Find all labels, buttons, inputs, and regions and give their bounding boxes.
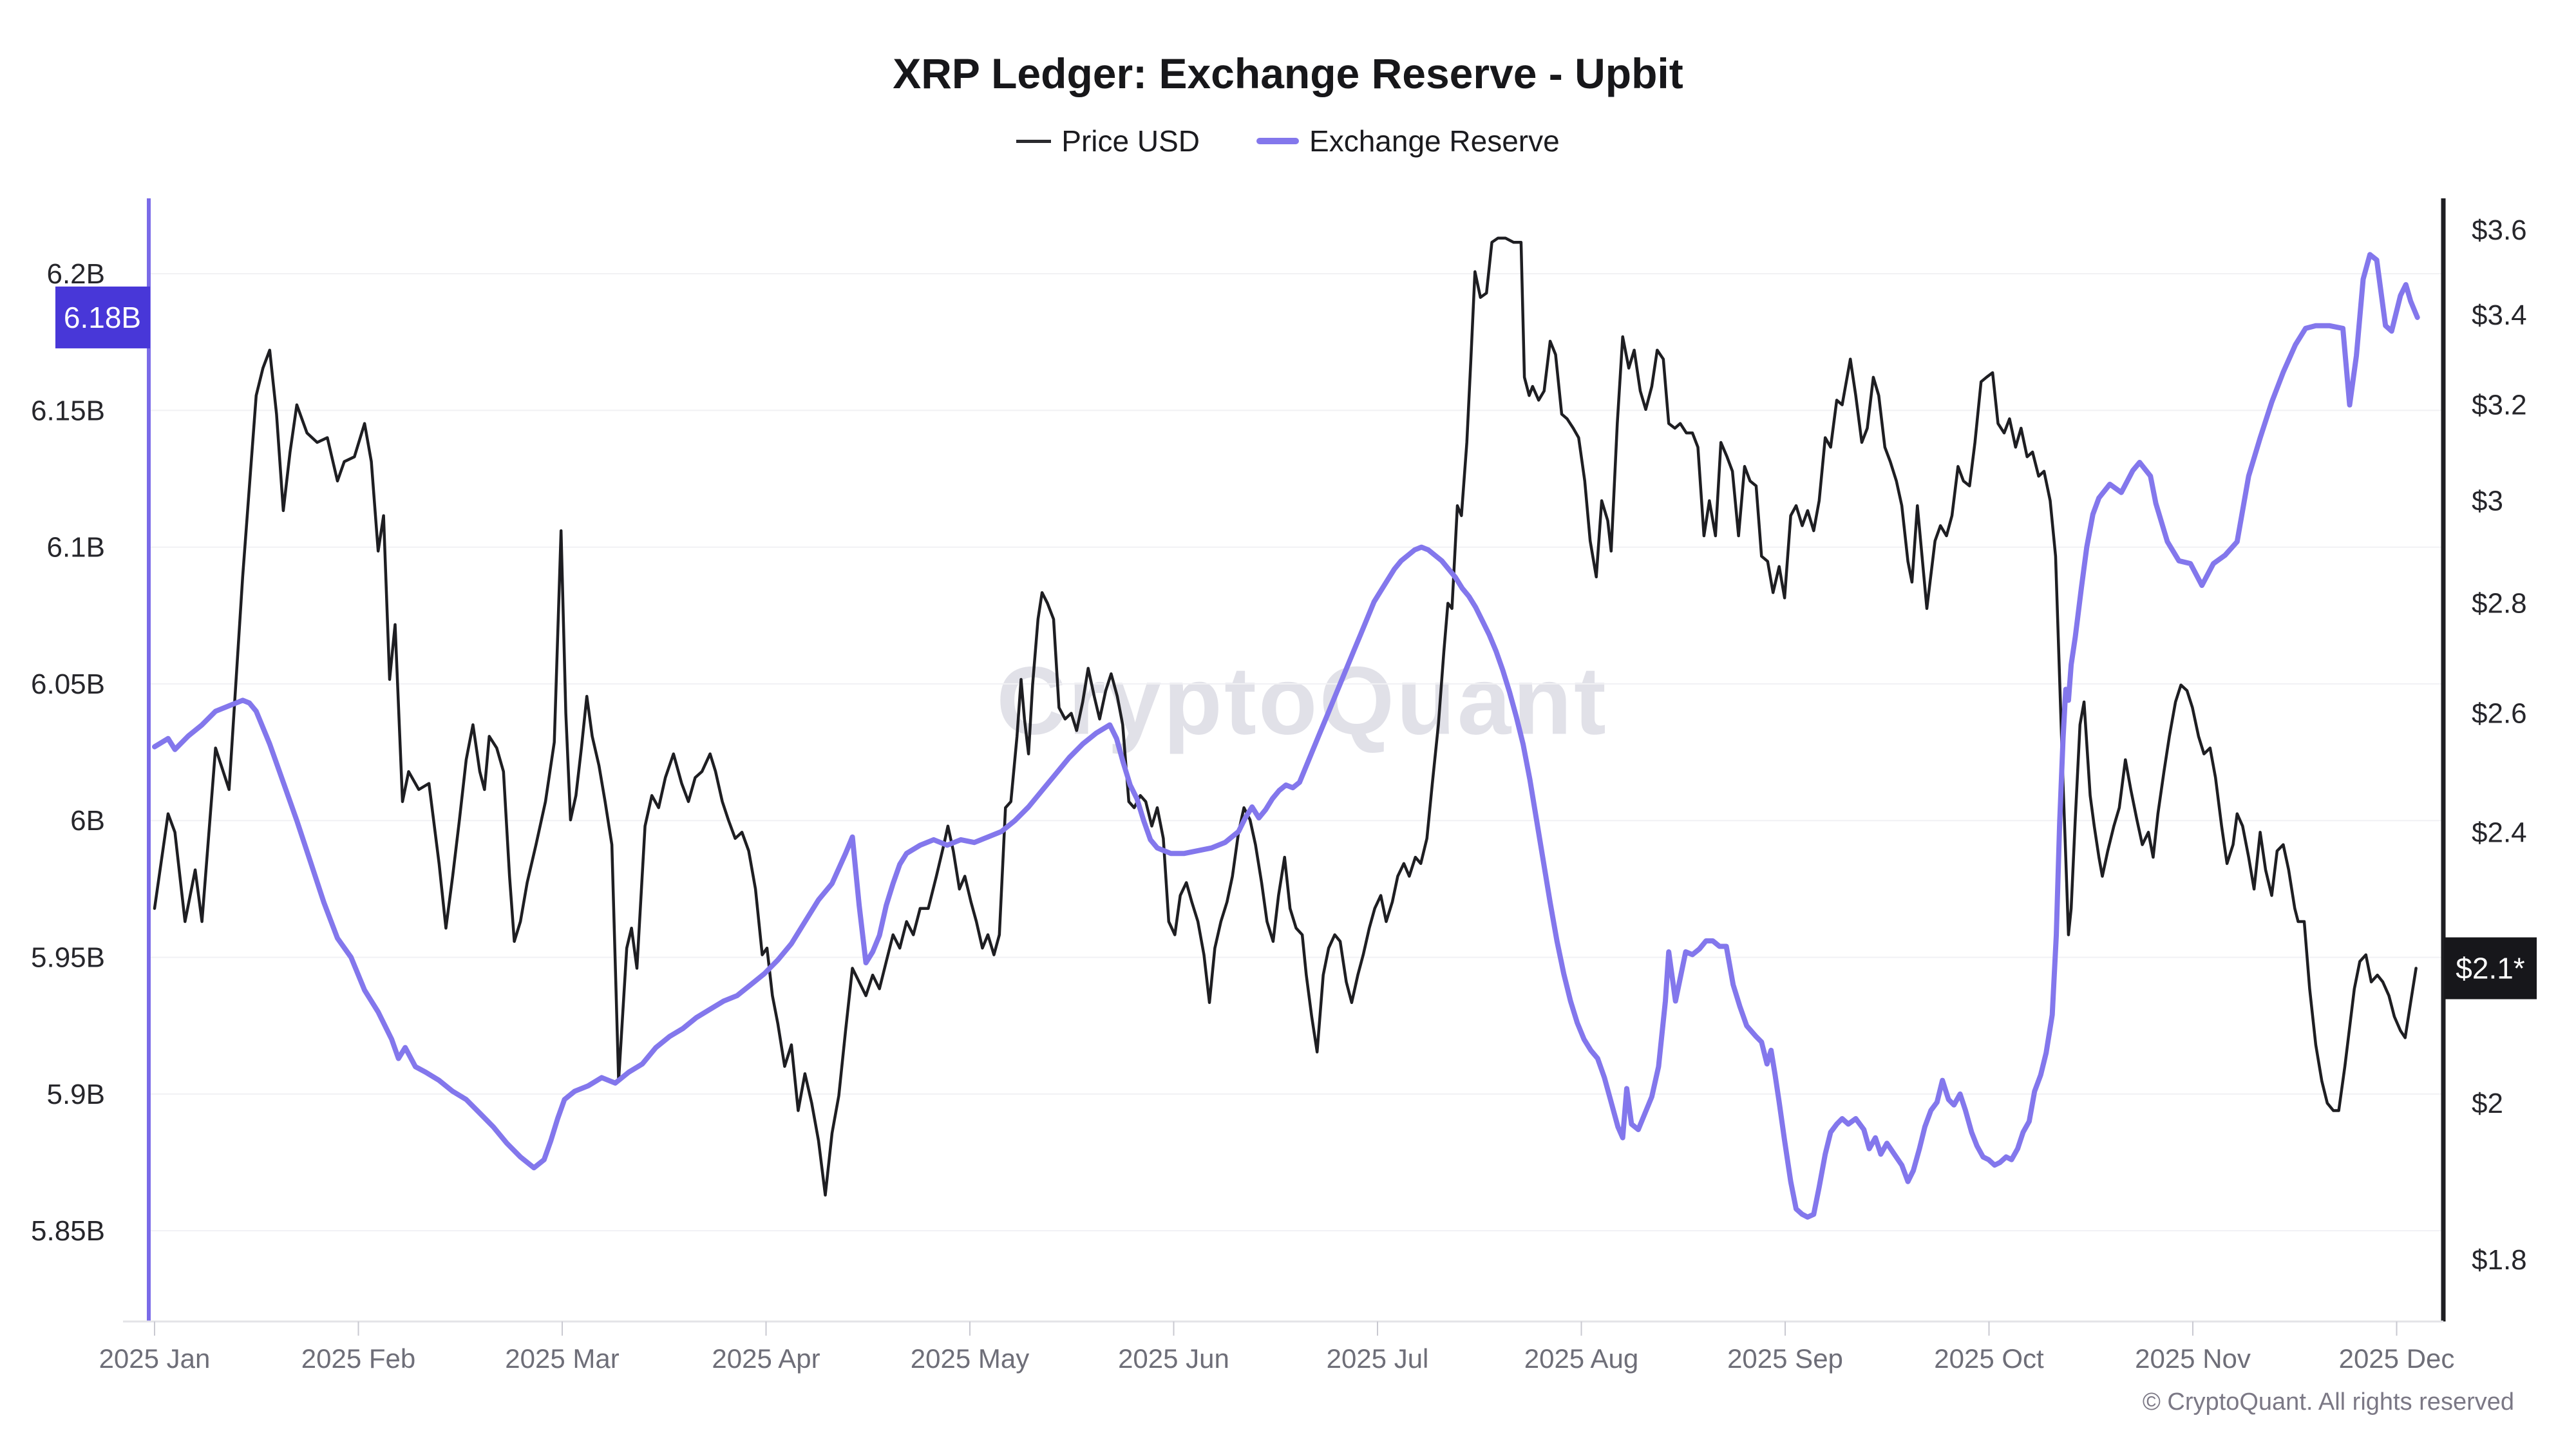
right-tick-label: $2.4	[2472, 817, 2527, 848]
x-tick-label: 2025 Mar	[505, 1343, 619, 1374]
left-tick-label: 5.85B	[31, 1215, 105, 1247]
right-tick-label: $1.8	[2472, 1244, 2527, 1276]
chart-legend: Price USD Exchange Reserve	[0, 124, 2576, 158]
x-tick-label: 2025 Feb	[301, 1343, 415, 1374]
svg-text:6.18B: 6.18B	[64, 301, 141, 334]
legend-item-exchange-reserve[interactable]: Exchange Reserve	[1256, 124, 1560, 158]
x-tick-label: 2025 May	[911, 1343, 1029, 1374]
left-tick-label: 6B	[70, 805, 105, 837]
left-tick-label: 6.2B	[46, 258, 105, 290]
cryptoquant-watermark: CryptoQuant	[996, 646, 1608, 755]
right-tick-label: $2.8	[2472, 588, 2527, 620]
svg-text:$2.1*: $2.1*	[2456, 952, 2525, 985]
series-exchange-reserve	[152, 252, 2420, 1220]
right-tick-label: $3.4	[2472, 299, 2527, 331]
x-tick-label: 2025 Sep	[1727, 1343, 1843, 1374]
series-price-usd	[153, 236, 2418, 1197]
reserve-line-swatch-icon	[1256, 138, 1300, 144]
copyright-notice: © CryptoQuant. All rights reserved	[2142, 1388, 2514, 1416]
legend-label: Exchange Reserve	[1309, 124, 1560, 158]
x-tick-label: 2025 Oct	[1934, 1343, 2044, 1374]
right-tick-label: $3.2	[2472, 390, 2527, 421]
left-tick-label: 6.1B	[46, 532, 105, 564]
legend-item-price-usd[interactable]: Price USD	[1016, 124, 1200, 158]
legend-label: Price USD	[1061, 124, 1200, 158]
left-tick-label: 5.95B	[31, 942, 105, 974]
left-tick-label: 6.15B	[31, 395, 105, 426]
x-tick-label: 2025 Aug	[1524, 1343, 1639, 1374]
x-tick-label: 2025 Jan	[99, 1343, 211, 1374]
reserve-value-badge: 6.18B	[55, 286, 150, 348]
x-tick-label: 2025 Apr	[712, 1343, 820, 1374]
x-tick-label: 2025 Dec	[2339, 1343, 2455, 1374]
right-tick-label: $3	[2472, 486, 2503, 517]
right-tick-label: $2.6	[2472, 698, 2527, 730]
right-tick-label: $3.6	[2472, 214, 2527, 246]
right-tick-label: $2	[2472, 1088, 2503, 1119]
left-tick-label: 6.05B	[31, 668, 105, 700]
price-value-badge: $2.1*	[2444, 937, 2537, 999]
price-line-swatch-icon	[1016, 139, 1052, 143]
x-tick-label: 2025 Jun	[1118, 1343, 1229, 1374]
x-tick-label: 2025 Jul	[1327, 1343, 1429, 1374]
left-tick-label: 5.9B	[46, 1079, 105, 1110]
x-tick-label: 2025 Nov	[2135, 1343, 2251, 1374]
page-title: XRP Ledger: Exchange Reserve - Upbit	[893, 50, 1683, 97]
